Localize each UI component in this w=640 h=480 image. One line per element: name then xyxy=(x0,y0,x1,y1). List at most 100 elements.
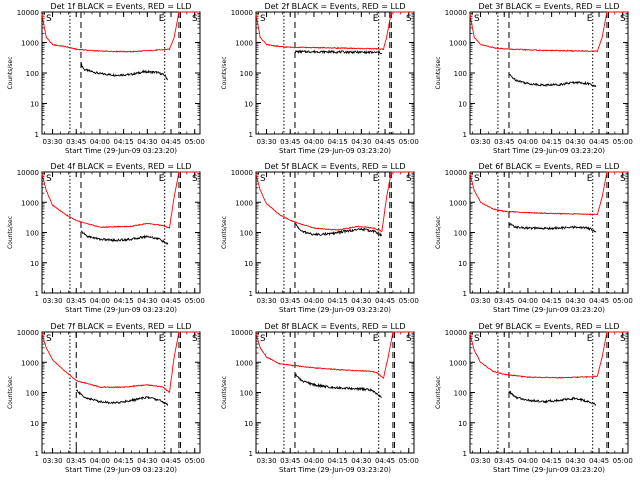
y-tick-label: 1 xyxy=(249,290,253,298)
panel-title: Det 6f BLACK = Events, RED = LLD xyxy=(478,162,619,171)
events-series-line xyxy=(294,373,382,398)
events-series-line xyxy=(508,390,597,407)
y-axis-label: Counts/sec xyxy=(7,376,14,409)
segment-marker-label: E xyxy=(373,334,379,344)
y-tick-label: 10 xyxy=(244,101,253,109)
x-tick-label: 04:15 xyxy=(328,138,348,146)
y-tick-label: 100 xyxy=(454,230,467,238)
plot-frame xyxy=(41,331,201,454)
x-tick-label: 04:30 xyxy=(565,457,585,465)
y-tick-label: 1 xyxy=(463,131,467,139)
segment-marker-label: E xyxy=(587,174,593,184)
events-series-line xyxy=(80,230,169,245)
x-tick-label: 05:00 xyxy=(185,457,205,465)
plot-frame xyxy=(469,11,629,135)
x-tick-label: 03:45 xyxy=(280,297,300,305)
y-tick-label: 100 xyxy=(26,390,39,398)
segment-marker-label: S xyxy=(46,174,52,184)
segment-marker-label: S xyxy=(620,334,626,344)
segment-marker-label: E xyxy=(159,334,165,344)
y-tick-label: 1 xyxy=(463,450,467,458)
x-tick-label: 04:15 xyxy=(328,457,348,465)
x-tick-label: 04:45 xyxy=(161,297,181,305)
panel-det-6f: Det 6f BLACK = Events, RED = LLD 1 10 100 10… xyxy=(435,162,633,314)
segment-marker-label: S xyxy=(46,14,52,24)
x-tick-label: 03:30 xyxy=(256,297,276,305)
lld-series-line xyxy=(41,331,200,393)
y-tick-label: 10000 xyxy=(231,329,253,337)
y-tick-label: 10000 xyxy=(231,169,253,177)
x-tick-label: 04:45 xyxy=(375,138,395,146)
y-tick-label: 10 xyxy=(458,260,467,268)
y-tick-label: 1 xyxy=(35,450,39,458)
plot-frame xyxy=(255,11,415,135)
events-series-line xyxy=(508,73,597,88)
events-series-line xyxy=(295,49,383,55)
events-series-line xyxy=(508,222,597,233)
x-tick-label: 04:00 xyxy=(518,457,538,465)
y-tick-label: 10 xyxy=(30,420,39,428)
x-tick-label: 04:45 xyxy=(589,457,609,465)
panel-det-2f: Det 2f BLACK = Events, RED = LLD 1 10 100 10… xyxy=(221,2,419,155)
x-tick-label: 04:15 xyxy=(542,138,562,146)
y-tick-label: 100 xyxy=(26,70,39,78)
y-tick-label: 1000 xyxy=(235,199,253,207)
y-tick-label: 1000 xyxy=(235,40,253,48)
lld-series-line xyxy=(469,11,628,53)
x-tick-label: 05:00 xyxy=(613,138,633,146)
segment-marker-label: E xyxy=(159,174,165,184)
x-axis-label: Start Time (29-Jun-09 03:23:20) xyxy=(493,466,605,474)
x-tick-label: 05:00 xyxy=(185,138,205,146)
y-axis-label: Counts/sec xyxy=(435,216,442,249)
x-tick-label: 04:30 xyxy=(137,297,157,305)
x-axis-label: Start Time (29-Jun-09 03:23:20) xyxy=(65,466,177,474)
x-tick-label: 03:30 xyxy=(42,297,62,305)
x-tick-label: 04:30 xyxy=(565,138,585,146)
lld-series-line xyxy=(255,11,414,51)
segment-marker-label: S xyxy=(192,14,198,24)
x-tick-label: 05:00 xyxy=(613,457,633,465)
x-tick-label: 04:15 xyxy=(114,138,134,146)
x-axis-label: Start Time (29-Jun-09 03:23:20) xyxy=(65,147,177,155)
x-tick-label: 03:30 xyxy=(42,457,62,465)
y-tick-label: 10 xyxy=(244,420,253,428)
y-tick-label: 1 xyxy=(35,131,39,139)
panel-title: Det 3f BLACK = Events, RED = LLD xyxy=(478,2,619,11)
y-tick-label: 1 xyxy=(35,290,39,298)
lld-series-line xyxy=(41,171,200,229)
events-series-line xyxy=(75,389,169,406)
x-tick-label: 03:30 xyxy=(256,457,276,465)
y-tick-label: 100 xyxy=(240,230,253,238)
y-tick-label: 100 xyxy=(454,390,467,398)
x-tick-label: 04:45 xyxy=(589,138,609,146)
segment-marker-label: S xyxy=(474,174,480,184)
segment-marker-label: S xyxy=(406,14,412,24)
y-tick-label: 1 xyxy=(249,131,253,139)
x-tick-label: 04:30 xyxy=(565,297,585,305)
x-tick-label: 03:30 xyxy=(256,138,276,146)
y-tick-label: 10000 xyxy=(17,329,39,337)
x-tick-label: 05:00 xyxy=(613,297,633,305)
segment-marker-label: S xyxy=(260,174,266,184)
y-tick-label: 100 xyxy=(454,70,467,78)
x-tick-label: 04:00 xyxy=(90,457,110,465)
y-axis-label: Counts/sec xyxy=(7,56,14,89)
x-axis-label: Start Time (29-Jun-09 03:23:20) xyxy=(493,147,605,155)
y-tick-label: 100 xyxy=(240,390,253,398)
x-tick-label: 03:45 xyxy=(66,297,86,305)
y-tick-label: 10000 xyxy=(445,329,467,337)
x-tick-label: 04:15 xyxy=(114,457,134,465)
panel-title: Det 4f BLACK = Events, RED = LLD xyxy=(50,162,191,171)
y-tick-label: 1 xyxy=(463,290,467,298)
x-tick-label: 04:00 xyxy=(90,297,110,305)
x-tick-label: 03:30 xyxy=(470,457,490,465)
y-tick-label: 10000 xyxy=(231,9,253,17)
panel-title: Det 5f BLACK = Events, RED = LLD xyxy=(264,162,405,171)
panel-det-4f: Det 4f BLACK = Events, RED = LLD 1 10 100 10… xyxy=(7,162,205,314)
panel-title: Det 8f BLACK = Events, RED = LLD xyxy=(264,322,405,331)
x-tick-label: 04:00 xyxy=(90,138,110,146)
x-tick-label: 04:30 xyxy=(137,138,157,146)
x-axis-label: Start Time (29-Jun-09 03:23:20) xyxy=(493,306,605,314)
x-tick-label: 04:15 xyxy=(542,297,562,305)
